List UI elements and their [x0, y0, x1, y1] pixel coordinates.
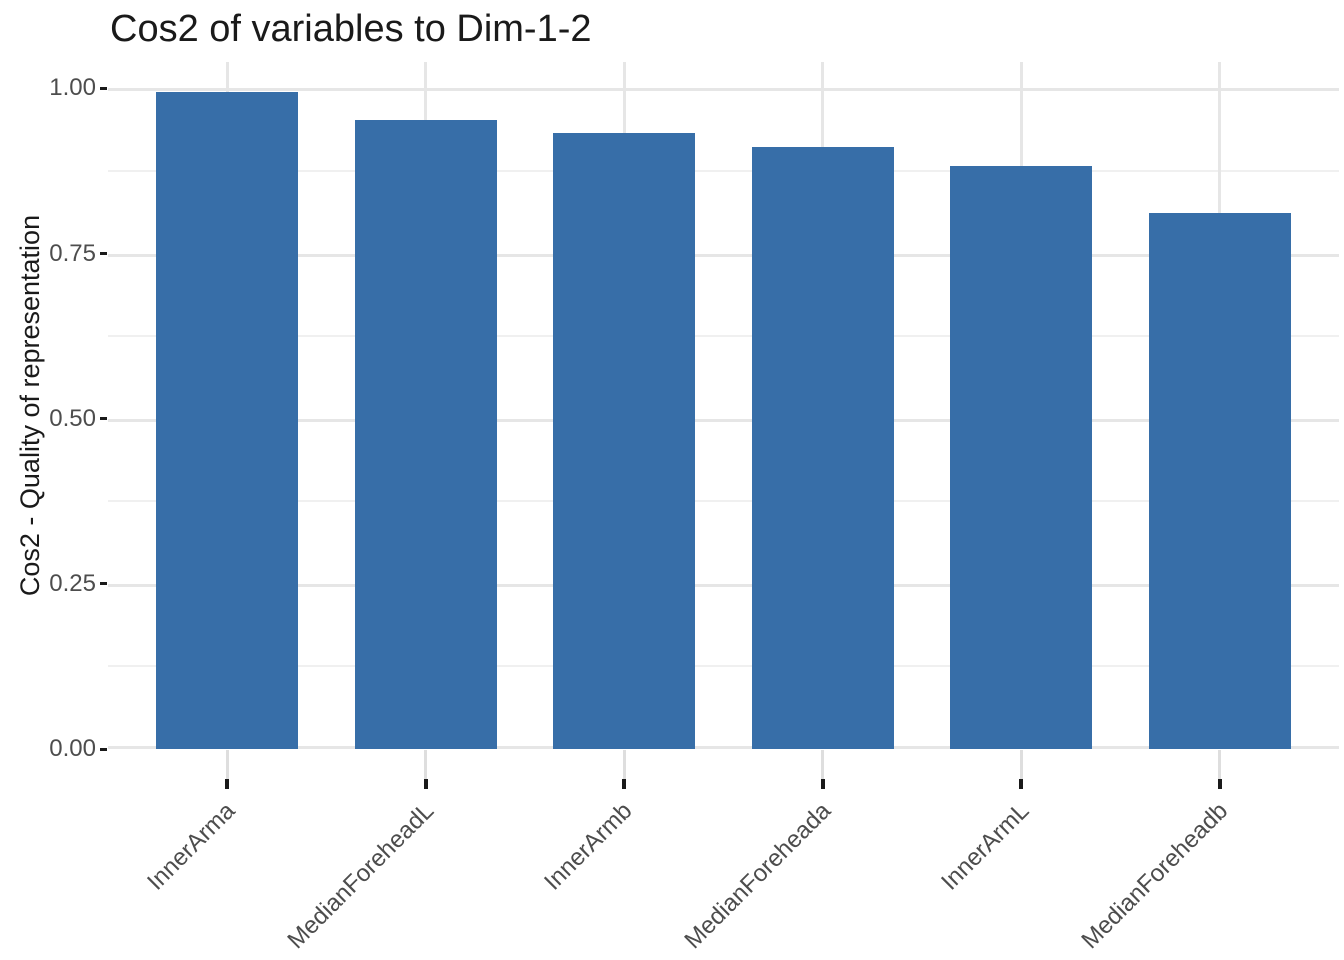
x-tick-label: InnerArmb: [539, 797, 638, 896]
bar-MedianForeheada: [751, 147, 894, 749]
gridline-minor: [108, 500, 1339, 503]
bar-InnerArmL: [950, 166, 1093, 749]
y-tick-mark: [100, 86, 107, 90]
bar-MedianForeheadL: [354, 120, 497, 749]
x-tick-label: MedianForeheadb: [1076, 797, 1234, 955]
x-tick-stub: [225, 750, 229, 779]
y-tick-mark: [100, 417, 107, 421]
x-tick-mark: [225, 779, 230, 789]
bar-MedianForeheadb: [1148, 212, 1291, 749]
x-tick-mark: [622, 779, 627, 789]
gridline-major: [108, 418, 1339, 422]
gridline-minor: [108, 665, 1339, 668]
bar-InnerArmb: [553, 132, 696, 749]
gridline-major: [108, 583, 1339, 587]
x-tick-stub: [622, 750, 626, 779]
gridline-minor: [108, 169, 1339, 172]
y-tick-label: 0.75: [49, 239, 96, 267]
x-tick-label: MedianForeheadL: [282, 797, 440, 955]
x-tick-mark: [820, 779, 825, 789]
y-tick-label: 0.00: [49, 735, 96, 762]
y-tick-mark: [100, 252, 107, 256]
y-tick-label: 0.50: [49, 404, 96, 432]
plot-panel: [108, 62, 1339, 749]
x-tick-mark: [423, 779, 428, 789]
y-tick-mark: [100, 582, 107, 586]
x-tick-label: InnerArma: [142, 797, 241, 896]
x-tick-stub: [1218, 750, 1222, 779]
bar-InnerArma: [156, 92, 299, 749]
x-tick-stub: [1019, 750, 1023, 779]
x-tick-stub: [424, 750, 428, 779]
gridline-major: [108, 88, 1339, 92]
x-tick-label: MedianForeheada: [679, 797, 837, 955]
y-tick-label: 1.00: [49, 74, 96, 102]
x-tick-mark: [1019, 779, 1024, 789]
y-tick-label: 0.25: [49, 569, 96, 597]
x-tick-mark: [1217, 779, 1222, 789]
gridline-major: [108, 746, 1339, 749]
x-tick-stub: [821, 750, 825, 779]
gridline-minor: [108, 335, 1339, 338]
y-tick-mark: [100, 747, 107, 751]
x-tick-label: InnerArmL: [936, 797, 1035, 896]
gridline-major: [108, 253, 1339, 257]
chart-title: Cos2 of variables to Dim-1-2: [110, 8, 592, 50]
